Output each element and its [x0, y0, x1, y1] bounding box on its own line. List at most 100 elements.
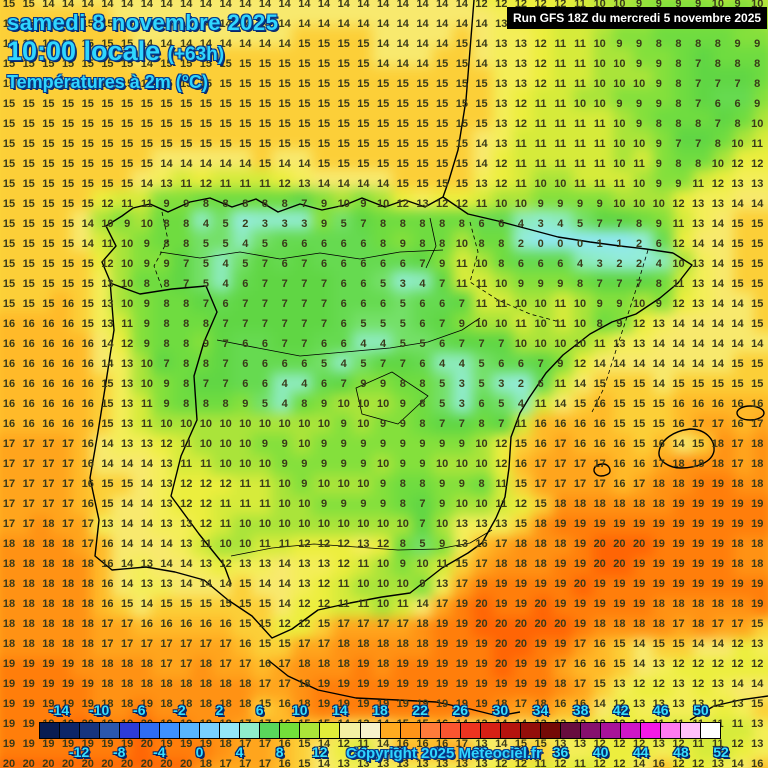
temp-value: 17	[514, 698, 528, 710]
temp-value: 11	[141, 198, 153, 210]
temp-value: 6	[380, 258, 387, 270]
temp-value: 15	[632, 398, 646, 410]
temp-value: 15	[42, 118, 55, 130]
temp-value: 19	[554, 598, 567, 610]
temp-value: 13	[554, 738, 567, 750]
temp-value: 15	[81, 118, 94, 130]
temp-value: 18	[731, 558, 744, 570]
scale-label-bottom: 8	[275, 744, 284, 760]
temp-value: 10	[613, 158, 626, 170]
temp-value: 12	[632, 318, 646, 330]
temp-value: 8	[183, 218, 190, 230]
temp-value: 13	[396, 758, 409, 768]
temp-value: 8	[183, 378, 190, 390]
temp-value: 17	[554, 658, 567, 670]
temp-value: 10	[101, 218, 114, 230]
temp-value: 15	[298, 58, 311, 70]
temp-value: 14	[711, 318, 724, 330]
temp-value: 17	[554, 438, 567, 450]
temp-value: 11	[475, 198, 488, 210]
temp-value: 18	[22, 558, 35, 570]
temp-value: 7	[458, 418, 465, 430]
temp-value: 10	[258, 418, 272, 430]
temp-value: 11	[534, 118, 547, 130]
temp-value: 15	[534, 498, 547, 510]
temp-value: 14	[160, 158, 173, 170]
scale-swatch	[639, 723, 660, 738]
temp-value: 7	[616, 278, 623, 290]
temp-value: 17	[2, 438, 16, 450]
temp-value: 8	[163, 338, 170, 350]
temp-value: 19	[180, 738, 193, 750]
temp-value: 7	[636, 278, 643, 290]
temp-value: 8	[439, 218, 446, 230]
temp-value: 19	[475, 638, 488, 650]
temp-value: 10	[613, 58, 626, 70]
temp-value: 19	[534, 578, 547, 590]
temp-value: 7	[301, 258, 308, 270]
temp-value: 4	[439, 358, 446, 370]
temp-value: 8	[714, 58, 721, 70]
temp-value: 14	[160, 538, 173, 550]
temp-value: 13	[632, 338, 646, 350]
temp-value: 14	[140, 538, 153, 550]
temp-value: 11	[180, 458, 193, 470]
temp-value: 18	[219, 698, 232, 710]
temp-value: 20	[22, 758, 35, 768]
temp-value: 16	[81, 338, 94, 350]
scale-label-top: -2	[173, 702, 186, 718]
temp-value: 9	[675, 0, 682, 10]
temp-value: 11	[554, 38, 567, 50]
temp-value: 3	[281, 218, 288, 230]
temp-value: 16	[593, 638, 606, 650]
scale-swatch	[159, 723, 180, 738]
temp-value: 11	[219, 518, 232, 530]
temp-value: 17	[22, 478, 35, 490]
temp-value: 9	[399, 458, 406, 470]
temp-value: 18	[534, 558, 547, 570]
scale-label-top: 38	[572, 702, 589, 718]
temp-value: 10	[593, 98, 606, 110]
temp-value: 6	[242, 338, 249, 350]
temp-value: 6	[261, 338, 269, 350]
scale-swatch	[219, 723, 240, 738]
temp-value: 9	[655, 178, 662, 190]
temp-value: 12	[731, 658, 744, 670]
temp-value: 8	[675, 158, 682, 170]
temp-value: 11	[239, 178, 252, 190]
temp-value: 19	[613, 578, 626, 590]
temp-value: 19	[61, 698, 75, 710]
temp-value: 18	[613, 618, 626, 630]
coastline-africa	[267, 659, 521, 717]
temp-value: 10	[298, 518, 311, 530]
temp-value: 11	[534, 398, 547, 410]
temp-value: 19	[534, 678, 547, 690]
scale-swatch	[559, 723, 580, 738]
temp-value: 13	[495, 38, 508, 50]
temp-value: 10	[593, 58, 606, 70]
temp-value: 3	[399, 278, 406, 290]
temp-value: 12	[711, 658, 724, 670]
temp-value: 8	[163, 218, 170, 230]
temp-value: 9	[557, 278, 564, 290]
temp-value: 11	[200, 538, 212, 550]
temp-value: 17	[81, 538, 94, 550]
temp-value: 7	[419, 258, 426, 270]
temp-value: 15	[42, 138, 55, 150]
temp-value: 13	[101, 298, 114, 310]
temp-value: 16	[278, 758, 291, 768]
temp-value: 15	[140, 118, 153, 130]
temp-value: 17	[42, 478, 55, 490]
temp-value: 15	[199, 58, 213, 70]
temp-value: 14	[121, 538, 134, 550]
temp-value: 7	[714, 78, 721, 90]
temp-value: 10	[376, 598, 390, 610]
temp-value: 16	[81, 358, 94, 370]
temp-value: 6	[498, 218, 505, 230]
temp-value: 18	[42, 518, 55, 530]
temp-value: 17	[298, 638, 311, 650]
temp-value: 10	[357, 418, 370, 430]
temp-value: 15	[61, 138, 75, 150]
temp-value: 15	[180, 118, 193, 130]
scale-swatch	[439, 723, 460, 738]
